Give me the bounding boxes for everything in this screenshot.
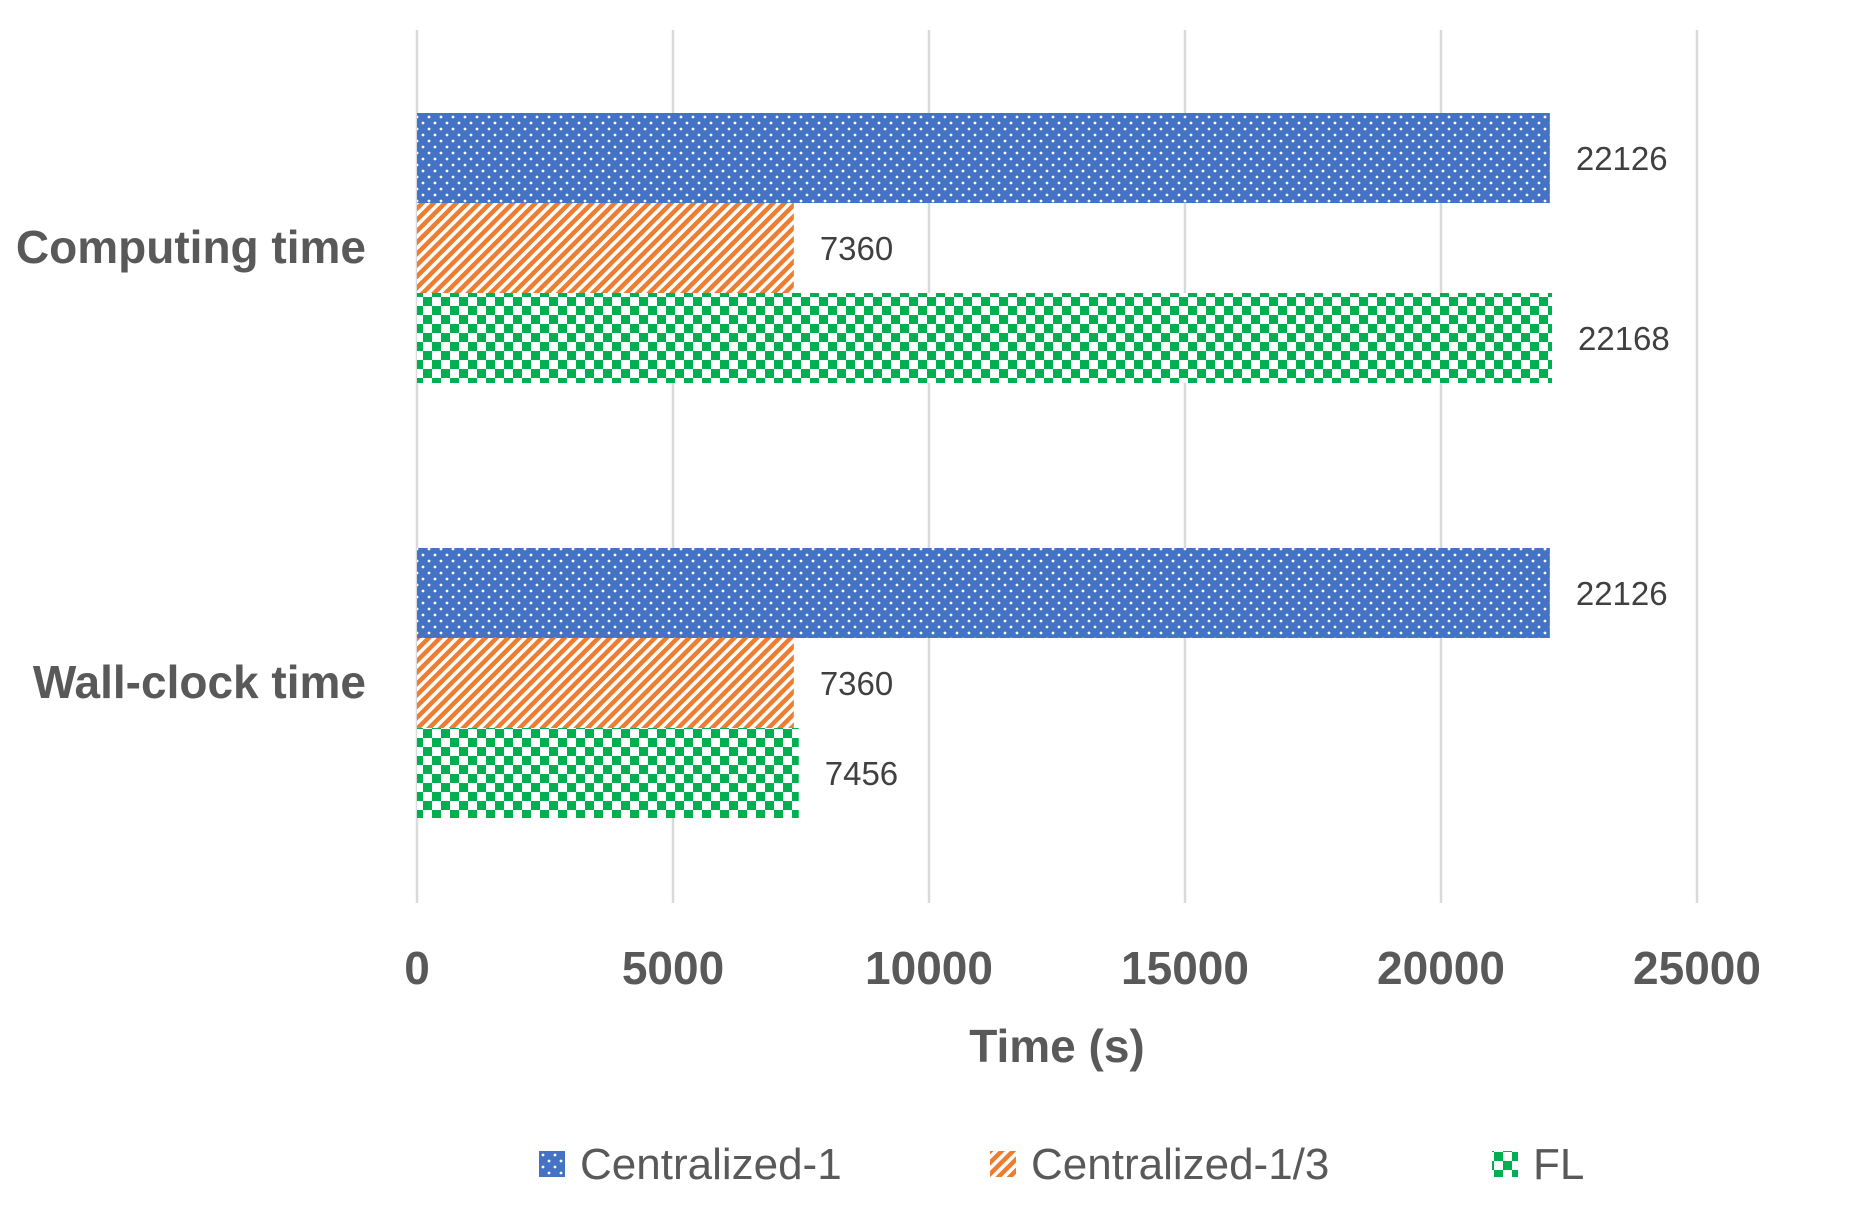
bar-fl-0 — [417, 293, 1553, 383]
legend-label: Centralized-1 — [580, 1140, 842, 1189]
data-label: 22168 — [1578, 320, 1670, 357]
x-axis-title: Time (s) — [969, 1020, 1145, 1072]
bars — [417, 113, 1553, 818]
legend: Centralized-1 Centralized-1/3 FL — [539, 1140, 1584, 1189]
legend-swatch-fl — [1492, 1151, 1518, 1177]
data-labels: 22126 7360 22168 22126 7360 7456 — [820, 140, 1670, 792]
legend-label: FL — [1533, 1140, 1584, 1189]
x-tick-label: 5000 — [622, 942, 724, 994]
x-tick-label: 10000 — [865, 942, 993, 994]
category-labels: Computing time Wall-clock time — [16, 221, 366, 708]
bar-centralized-1-3-0 — [417, 203, 794, 293]
x-tick-label: 0 — [404, 942, 430, 994]
x-tick-label: 25000 — [1633, 942, 1761, 994]
legend-swatch-centralized-1-3 — [990, 1151, 1016, 1177]
data-label: 22126 — [1576, 575, 1668, 612]
data-label: 7360 — [820, 230, 893, 267]
x-tick-label: 15000 — [1121, 942, 1249, 994]
data-label: 22126 — [1576, 140, 1668, 177]
x-tick-labels: 0 5000 10000 15000 20000 25000 — [404, 942, 1761, 994]
bar-centralized-1-0 — [417, 113, 1550, 203]
category-label: Computing time — [16, 221, 366, 273]
data-label: 7456 — [825, 755, 898, 792]
legend-label: Centralized-1/3 — [1031, 1140, 1329, 1189]
legend-swatch-centralized-1 — [539, 1151, 565, 1177]
x-tick-label: 20000 — [1377, 942, 1505, 994]
bar-centralized-1-3-1 — [417, 638, 794, 728]
bar-fl-1 — [417, 728, 799, 818]
data-label: 7360 — [820, 665, 893, 702]
category-label: Wall-clock time — [33, 656, 366, 708]
bar-centralized-1-1 — [417, 548, 1550, 638]
